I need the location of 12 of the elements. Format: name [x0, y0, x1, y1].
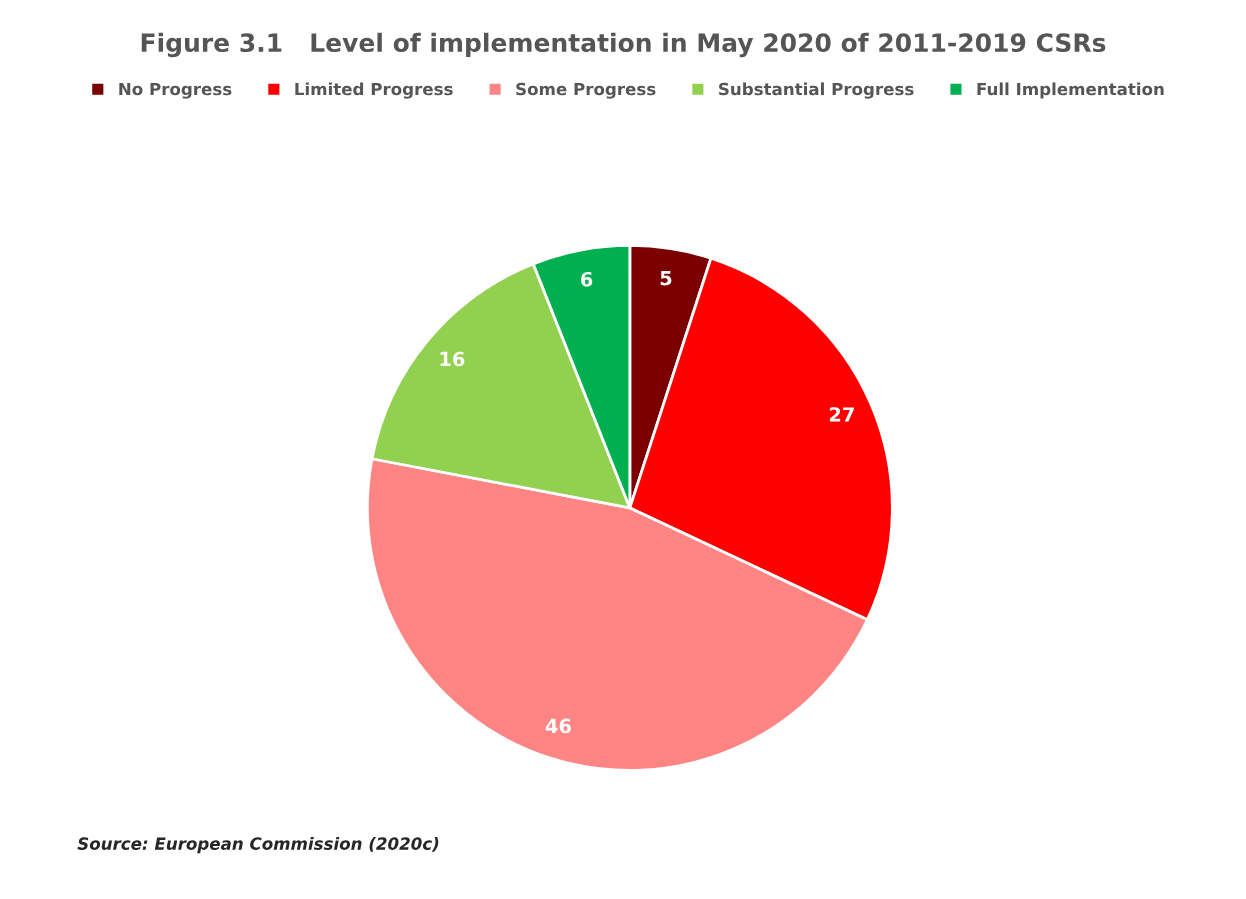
legend-label: Some Progress — [516, 82, 656, 99]
legend-label: Substantial Progress — [719, 82, 914, 99]
data-label: 16 — [440, 351, 465, 367]
source-note: Source: European Commission (2020c) — [77, 836, 439, 854]
data-label: 6 — [581, 271, 593, 287]
data-label: 5 — [660, 270, 672, 286]
legend-label: Full Implementation — [977, 82, 1164, 99]
legend-label: No Progress — [119, 82, 232, 99]
legend-label: Limited Progress — [295, 82, 453, 99]
data-label: 46 — [545, 718, 571, 734]
data-label: 27 — [829, 407, 854, 422]
chart-title: Figure 3.1 Level of implementation in May 2020 of 2011-2019 CSRs — [141, 32, 1106, 58]
